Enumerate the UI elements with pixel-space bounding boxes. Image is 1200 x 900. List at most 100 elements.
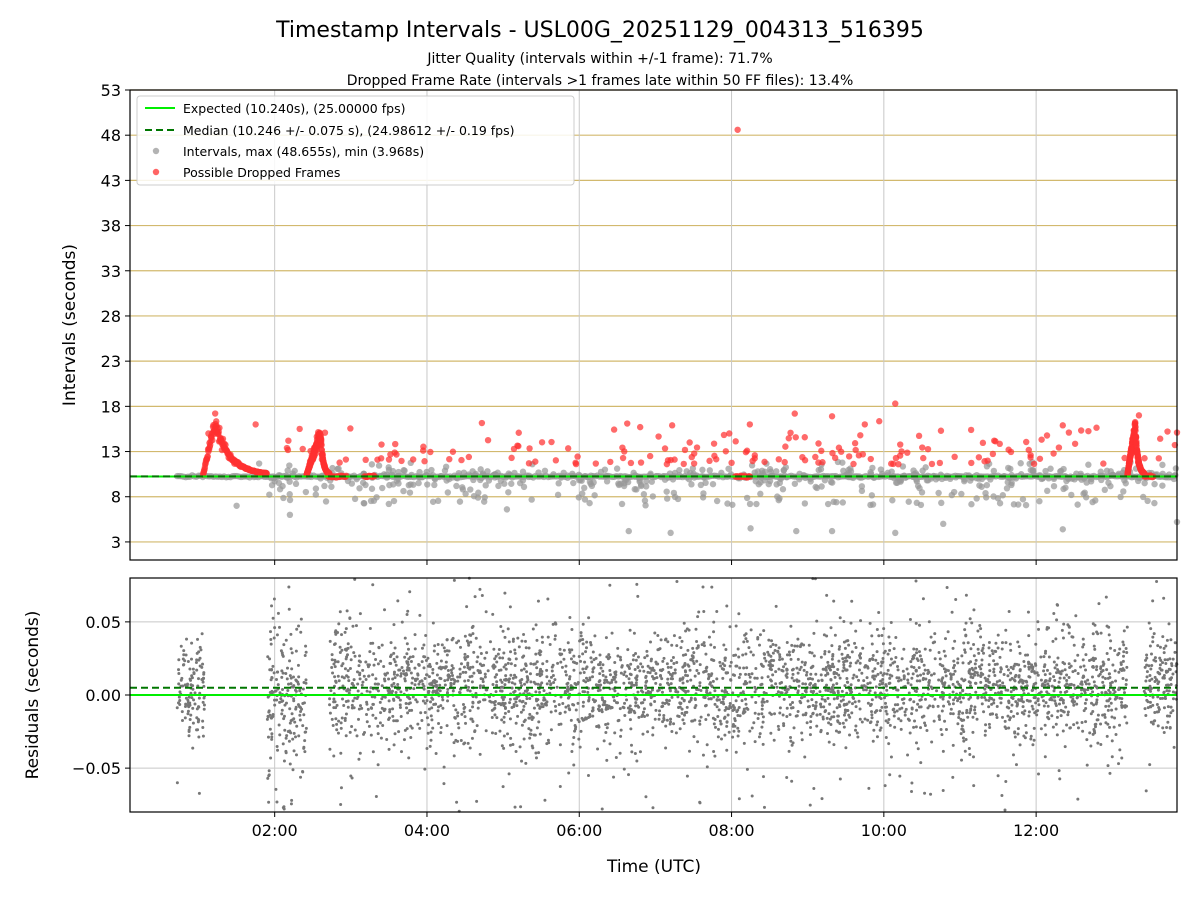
residual-point (605, 655, 609, 659)
residual-point (657, 717, 661, 721)
interval-point (1015, 501, 1022, 508)
residual-point (698, 719, 702, 723)
residual-point (758, 732, 762, 736)
residual-point (744, 697, 748, 701)
chart-subtitle-jitter: Jitter Quality (intervals within +/-1 fr… (426, 51, 772, 67)
residual-point (446, 678, 450, 682)
residual-point (1004, 628, 1008, 632)
residual-point (872, 728, 876, 732)
interval-point (870, 474, 877, 481)
interval-point (968, 501, 975, 508)
residual-point (988, 654, 992, 658)
residual-point (506, 732, 510, 736)
residual-point (927, 680, 931, 684)
residual-point (495, 716, 499, 720)
residual-point (660, 677, 664, 681)
residual-point (866, 701, 870, 705)
residual-point (566, 689, 570, 693)
residual-point (808, 733, 812, 737)
dropped-frame-point (867, 455, 874, 463)
residual-point (744, 637, 748, 641)
residual-point (532, 662, 536, 666)
residual-point (712, 722, 716, 726)
residual-point (952, 663, 956, 667)
interval-point (481, 494, 488, 501)
dropped-frame-point (318, 441, 325, 449)
residual-point (294, 689, 298, 693)
residual-point (1039, 727, 1043, 731)
residual-point (923, 791, 927, 795)
residual-point (684, 670, 688, 674)
residual-point (688, 668, 692, 672)
residual-point (510, 681, 514, 685)
residual-point (192, 698, 196, 702)
residual-point (916, 674, 920, 678)
residual-point (942, 649, 946, 653)
dropped-frame-point (552, 457, 560, 464)
residual-point (804, 673, 808, 677)
residual-point (1076, 653, 1080, 657)
residual-point (579, 659, 583, 663)
residual-point (698, 663, 702, 667)
residual-point (272, 636, 276, 640)
residual-point (1018, 743, 1022, 747)
residual-point (413, 647, 417, 651)
residual-point (576, 682, 580, 686)
residual-point (595, 724, 599, 728)
residual-point (366, 707, 370, 711)
residual-point (613, 660, 617, 664)
dropped-frame-point (1025, 446, 1032, 454)
residual-point (873, 710, 877, 714)
residual-point (549, 675, 553, 679)
residual-point (304, 726, 308, 730)
residual-point (909, 660, 913, 664)
residual-point (915, 708, 919, 712)
residual-point (383, 707, 387, 711)
residual-point (1124, 678, 1128, 682)
residual-point (666, 677, 670, 681)
residual-point (509, 650, 513, 654)
residual-point (1105, 734, 1109, 738)
residual-point (875, 735, 879, 739)
residual-point (864, 688, 868, 692)
residual-point (655, 662, 659, 666)
residual-point (1079, 665, 1083, 669)
residual-point (1045, 690, 1049, 694)
residual-point (581, 700, 585, 704)
residual-point (718, 719, 722, 723)
residual-point (598, 704, 602, 708)
residual-point (803, 663, 807, 667)
residual-point (545, 668, 549, 672)
residual-point (429, 730, 433, 734)
residual-point (670, 643, 674, 647)
residual-point (827, 721, 831, 725)
residual-point (635, 675, 639, 679)
residual-point (175, 706, 179, 710)
residual-point (776, 650, 780, 654)
residual-point (463, 679, 467, 683)
residual-point (568, 675, 572, 679)
residual-point (666, 665, 670, 669)
interval-point (868, 492, 876, 499)
residual-point (881, 657, 885, 661)
residual-point (431, 697, 435, 701)
residual-point (431, 671, 435, 675)
dropped-frame-point (526, 445, 533, 452)
dropped-frame-point (845, 453, 853, 460)
residual-point (941, 697, 945, 701)
residual-point (732, 706, 736, 710)
residual-point (706, 713, 710, 717)
dropped-frame-point (851, 440, 859, 447)
residual-point (960, 654, 964, 658)
residual-point (762, 652, 766, 656)
residual-point (1044, 733, 1048, 737)
residual-point (670, 674, 674, 678)
residual-point (1084, 706, 1088, 710)
dropped-frame-point (895, 460, 902, 468)
residual-point (598, 672, 602, 676)
dropped-frame-point (1043, 432, 1051, 439)
residual-point (371, 750, 375, 754)
residual-point (509, 673, 513, 677)
residual-point (1004, 641, 1008, 645)
residual-point (692, 651, 696, 655)
